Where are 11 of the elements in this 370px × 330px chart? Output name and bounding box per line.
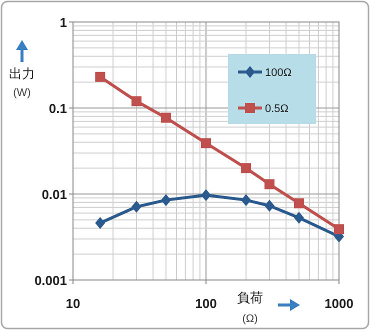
legend-label: 0.5Ω [265,103,289,115]
y-tick-label: 0.001 [34,273,67,288]
x-tick-label: 10 [66,296,80,311]
x-tick-label: 100 [195,296,217,311]
legend-label: 100Ω [265,67,292,79]
y-tick-label: 1 [60,15,67,30]
y-tick-label: 0.01 [42,187,67,202]
x-tick-label: 1000 [324,296,354,311]
y-tick-label: 0.1 [48,101,67,116]
x-axis-title: 負荷 (Ω) [237,290,263,325]
y-axis-title: 出力 (W) [9,66,35,99]
